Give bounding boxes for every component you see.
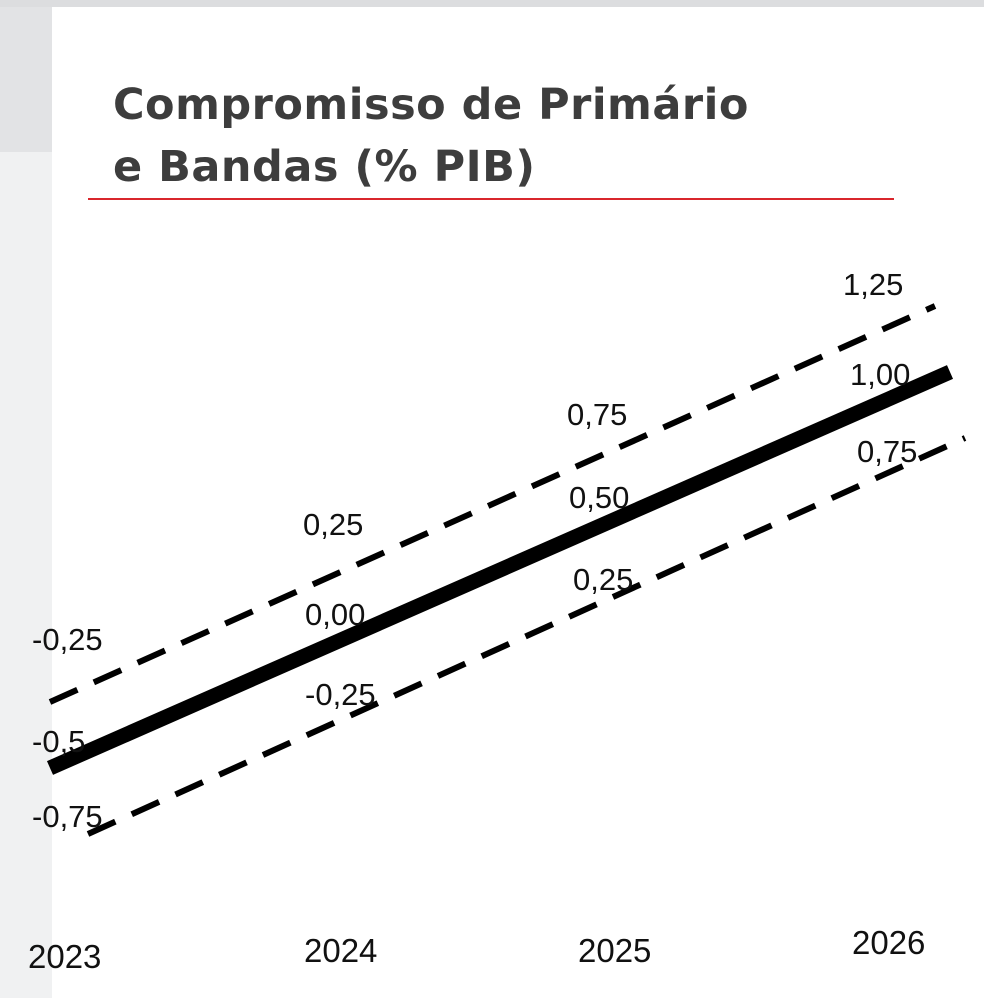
data-label: -0,25 [305, 677, 376, 712]
x-tick-label: 2023 [28, 938, 101, 975]
top-bar [0, 0, 984, 7]
chart-title-line-2: e Bandas (% PIB) [113, 142, 536, 192]
data-label: 0,25 [573, 562, 633, 597]
data-label: 0,00 [305, 597, 365, 632]
data-label: 0,25 [303, 507, 363, 542]
data-label: 1,25 [843, 267, 903, 302]
data-label: 0,50 [569, 480, 629, 515]
target-line [46, 365, 954, 775]
left-panel-strip [0, 7, 52, 152]
lower-band-line [86, 435, 967, 837]
data-label: -0,75 [32, 799, 103, 834]
left-panel-strip-lower [0, 152, 52, 998]
title-underline [88, 198, 894, 200]
x-tick-label: 2026 [852, 924, 925, 961]
data-label: 0,75 [857, 434, 917, 469]
x-tick-label: 2024 [304, 932, 377, 969]
data-label: 0,75 [567, 397, 627, 432]
x-tick-label: 2025 [578, 932, 651, 969]
data-label: 1,00 [850, 357, 910, 392]
data-label: -0,5 [32, 724, 85, 759]
chart-title: Compromisso de Primário e Bandas (% PIB) [113, 74, 749, 198]
data-label: -0,25 [32, 622, 103, 657]
chart-title-line-1: Compromisso de Primário [113, 80, 749, 130]
upper-band-line [48, 303, 937, 705]
